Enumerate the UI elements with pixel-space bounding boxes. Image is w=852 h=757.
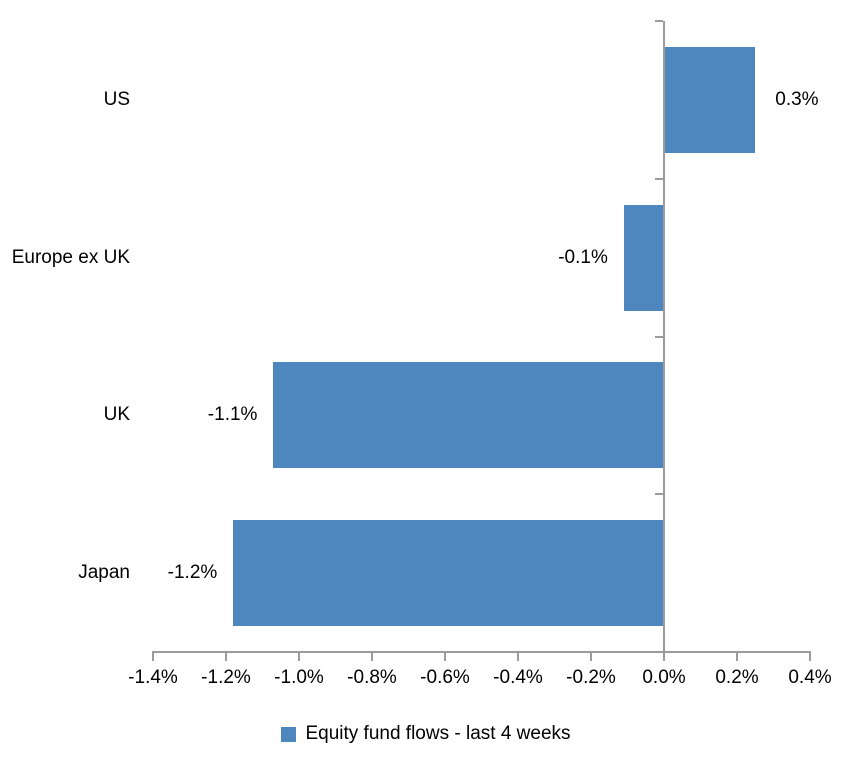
data-label-us: 0.3% xyxy=(775,88,819,110)
data-label-europe-ex-uk: -0.1% xyxy=(558,246,608,268)
category-axis-tick xyxy=(655,335,663,338)
x-axis-tick xyxy=(736,651,738,661)
x-axis-tick-label: -1.2% xyxy=(201,667,251,688)
bar-europe-ex-uk xyxy=(623,204,664,311)
category-label-europe-ex-uk: Europe ex UK xyxy=(11,246,130,268)
x-axis-tick xyxy=(663,651,665,661)
x-axis-tick-label: -1.4% xyxy=(128,667,178,688)
legend-swatch xyxy=(281,726,297,742)
category-axis-tick xyxy=(655,20,663,22)
category-axis-tick xyxy=(655,177,663,180)
category-axis-tick xyxy=(655,493,663,496)
x-axis-tick xyxy=(809,651,811,661)
data-label-japan: -1.2% xyxy=(167,562,218,584)
bar-uk xyxy=(273,362,664,469)
x-axis-tick xyxy=(444,651,446,661)
x-axis-tick xyxy=(517,651,519,661)
x-axis-tick-label: -0.4% xyxy=(493,667,543,688)
x-axis-tick-label: -0.6% xyxy=(420,667,470,688)
data-label-uk: -1.1% xyxy=(207,404,258,426)
x-axis-tick xyxy=(152,651,154,661)
category-label-japan: Japan xyxy=(78,562,130,584)
bar-us xyxy=(664,46,756,153)
x-axis-tick-label: -1.0% xyxy=(274,667,324,688)
category-label-us: US xyxy=(103,88,130,110)
category-axis-line xyxy=(663,21,665,654)
category-label-uk: UK xyxy=(103,404,130,426)
x-axis-tick-label: -0.8% xyxy=(347,667,397,688)
x-axis-tick xyxy=(371,651,373,661)
x-axis-tick-label: 0.0% xyxy=(642,667,686,688)
x-axis-tick xyxy=(590,651,592,661)
x-axis-tick-label: -0.2% xyxy=(566,667,616,688)
x-axis-tick xyxy=(225,651,227,661)
legend: Equity fund flows - last 4 weeks xyxy=(0,721,852,747)
x-axis-tick-label: 0.2% xyxy=(715,667,759,688)
value-axis-line xyxy=(152,651,811,653)
x-axis-tick xyxy=(298,651,300,661)
legend-label: Equity fund flows - last 4 weeks xyxy=(305,723,571,744)
bar-japan xyxy=(233,520,664,627)
x-axis-tick-label: 0.4% xyxy=(788,667,832,688)
